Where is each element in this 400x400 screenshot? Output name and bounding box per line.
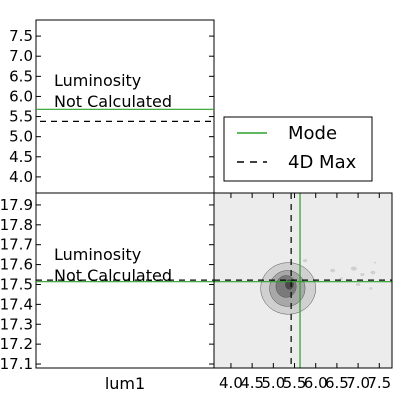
- bl-ytick-label: 17.4: [0, 295, 33, 313]
- contour-blob: [303, 259, 307, 262]
- bottom-left-xlabel: lum1: [105, 374, 145, 393]
- tl-ytick-label: 5.5: [9, 108, 33, 126]
- tl-ytick-label: 7.0: [9, 47, 33, 65]
- contour-level-4: [285, 280, 293, 290]
- tl-ytick-label: 4.0: [9, 168, 33, 186]
- tl-ytick-label: 6.0: [9, 87, 33, 105]
- bl-ytick-label: 17.8: [0, 216, 33, 234]
- bl-ytick-label: 17.6: [0, 256, 33, 274]
- bl-ytick-label: 17.1: [0, 355, 33, 373]
- br-xtick-label: 7.5: [367, 374, 391, 392]
- bl-ytick-label: 17.9: [0, 196, 33, 214]
- contour-blob: [339, 277, 342, 279]
- contour-blob: [369, 287, 372, 289]
- bottom-left-annotation-line1: Luminosity: [54, 245, 141, 264]
- tl-ytick-label: 4.5: [9, 148, 33, 166]
- top-left-annotation-line1: Luminosity: [54, 71, 141, 90]
- tl-ytick-label: 6.5: [9, 67, 33, 85]
- bottom-right-panel: 4.04.55.05.56.06.57.07.5: [214, 193, 392, 392]
- tl-ytick-label: 5.0: [9, 128, 33, 146]
- contour-blob: [351, 266, 357, 270]
- bl-ytick-label: 17.7: [0, 236, 33, 254]
- bl-ytick-label: 17.3: [0, 315, 33, 333]
- bl-ytick-label: 17.5: [0, 275, 33, 293]
- legend-mode-label: Mode: [288, 123, 337, 144]
- contour-blob: [374, 262, 377, 264]
- top-left-annotation-line2: Not Calculated: [54, 92, 172, 111]
- bottom-left-panel: 17.9 17.8 17.7 17.617.5 17.4 17.3 17.2 17.1 Lum…: [0, 193, 214, 393]
- bl-ytick-label: 17.2: [0, 335, 33, 353]
- contour-blob: [330, 269, 335, 273]
- contour-blob: [370, 271, 375, 275]
- tl-ytick-label: 7.5: [9, 27, 33, 45]
- top-left-panel: 4.0 4.5 5.0 5.5 6.0 6.5 7.0 7.5 Luminosity Not …: [9, 20, 214, 193]
- contour-blob: [360, 273, 364, 276]
- contour-blob: [356, 283, 360, 286]
- legend-4dmax-label: 4D Max: [288, 152, 357, 173]
- legend: Mode 4D Max: [224, 117, 372, 181]
